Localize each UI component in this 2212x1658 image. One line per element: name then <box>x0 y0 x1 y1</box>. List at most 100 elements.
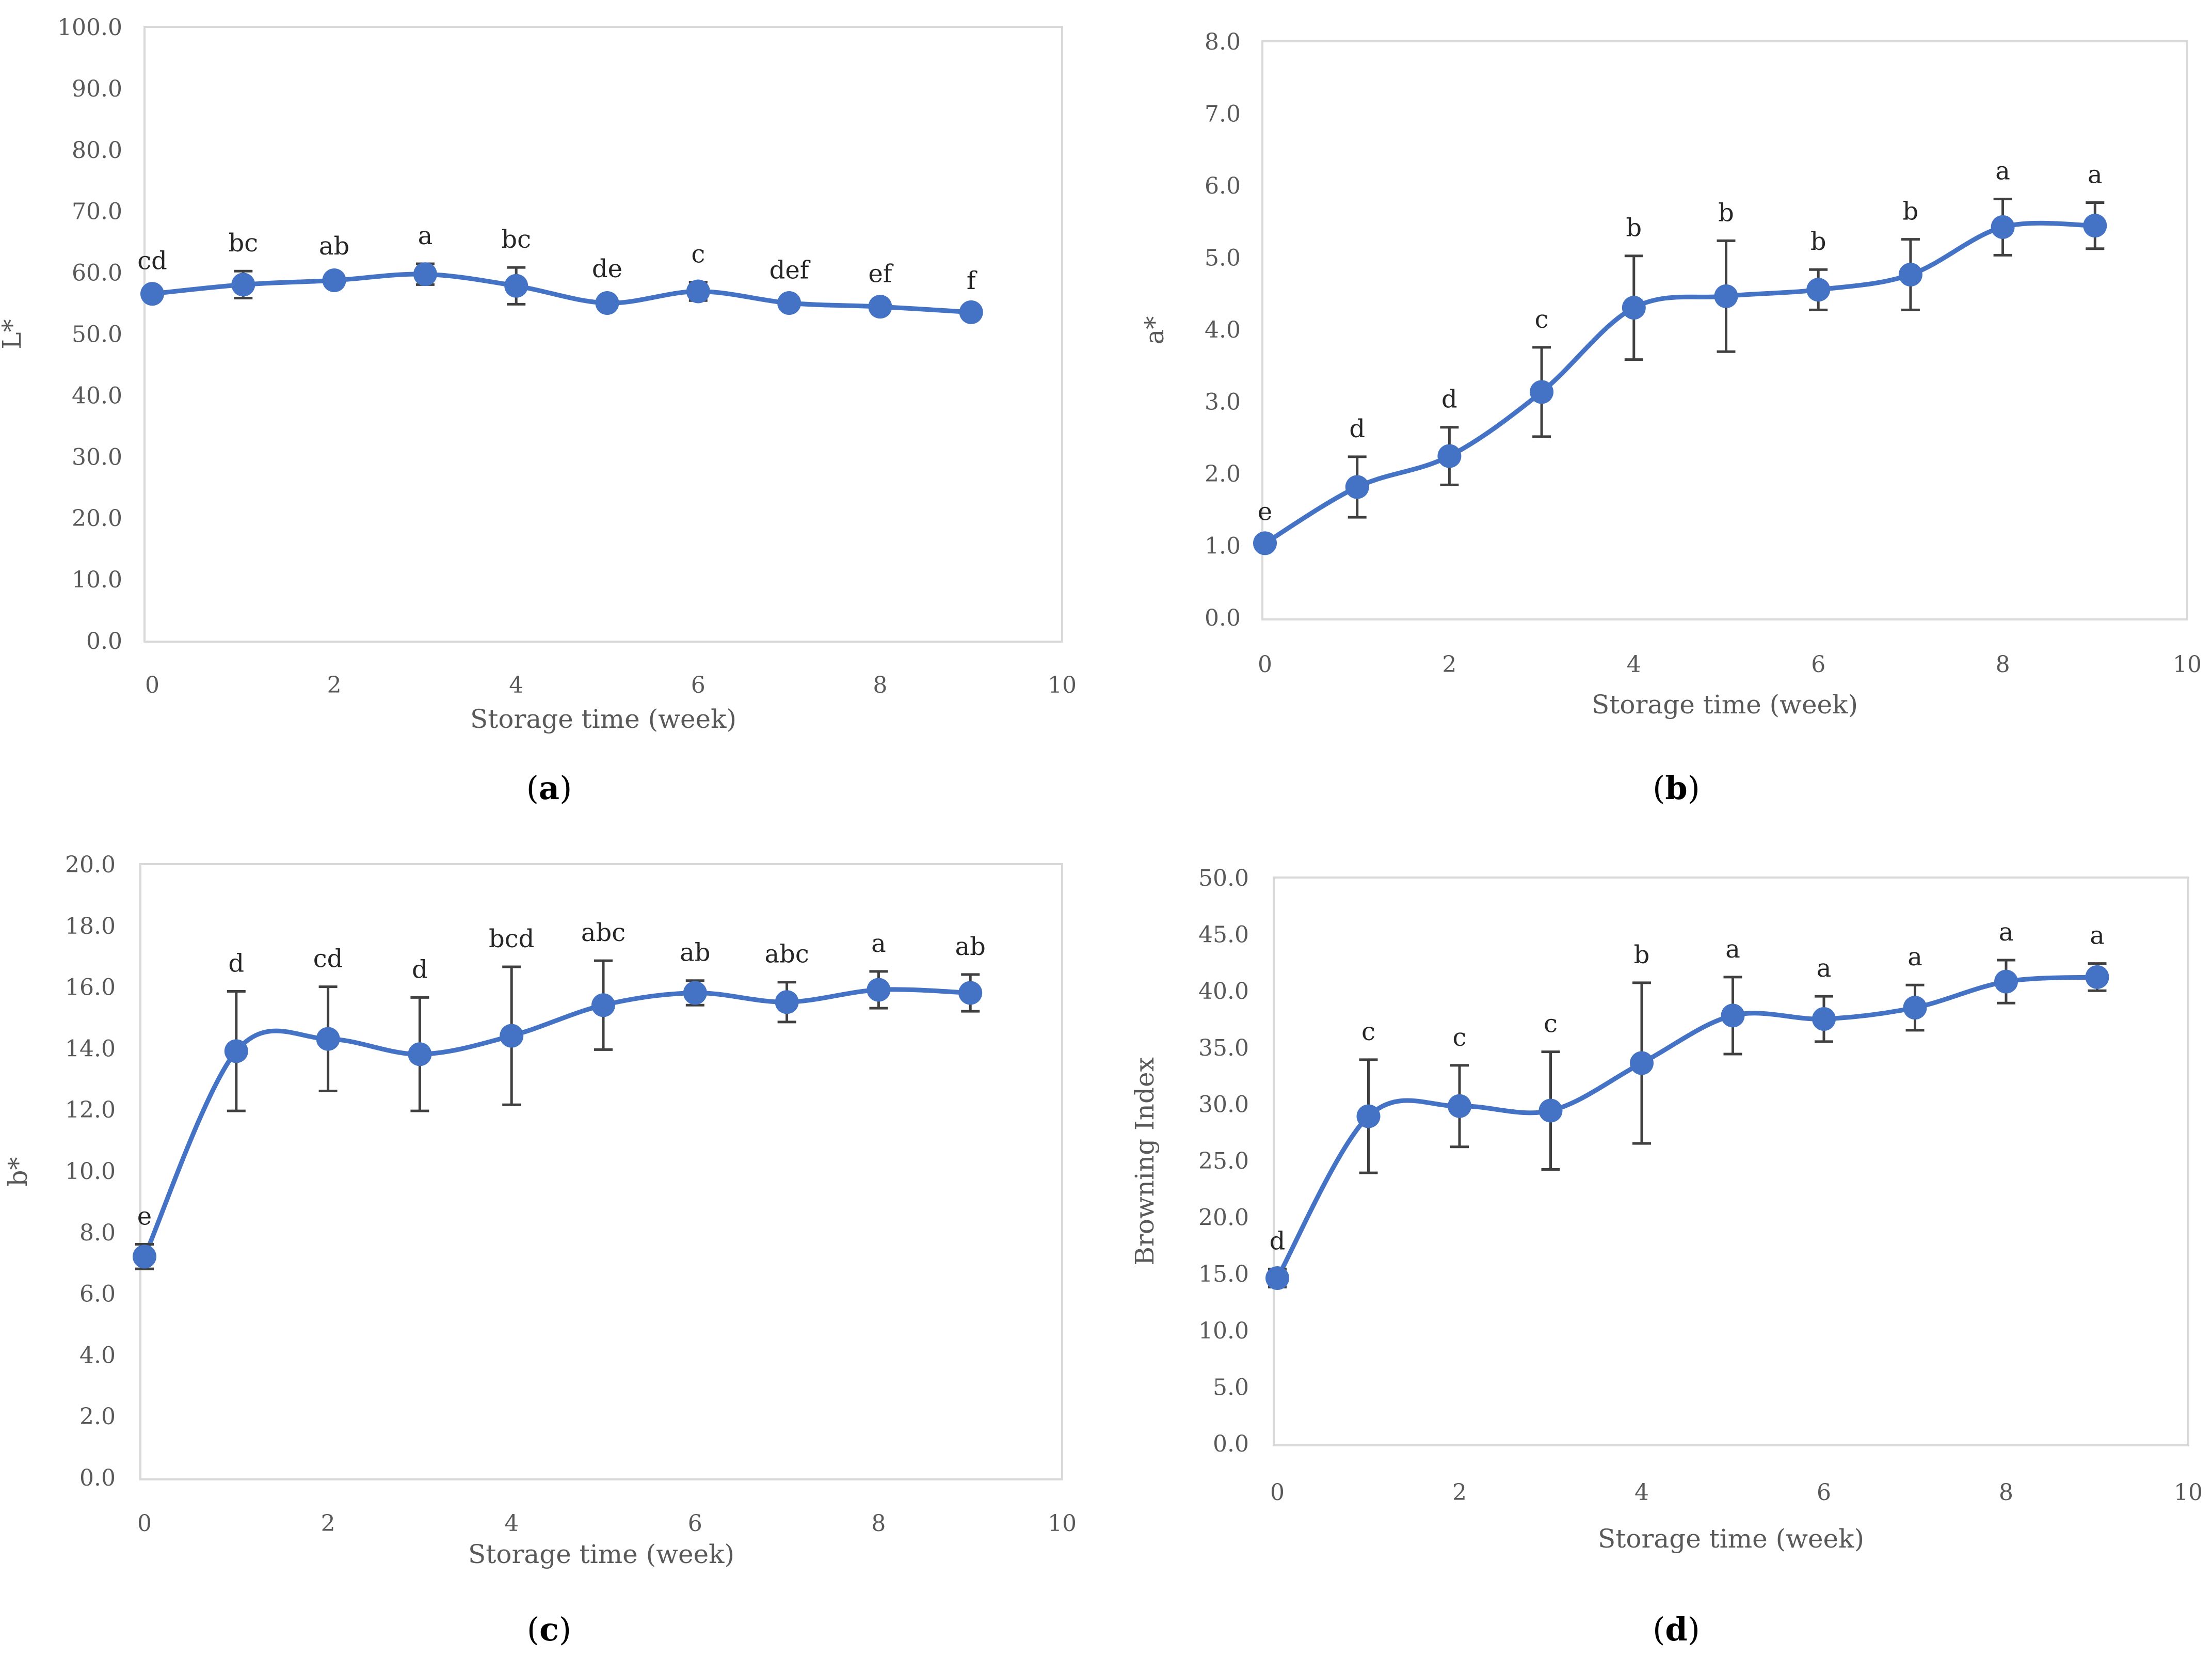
significance-letter: b <box>1718 198 1734 227</box>
y-tick-label: 6.0 <box>1205 173 1241 199</box>
y-tick-label: 45.0 <box>1198 922 1249 948</box>
y-tick-label: 30.0 <box>1198 1091 1249 1118</box>
x-axis-title: Storage time (week) <box>1598 1524 1864 1554</box>
significance-letter: a <box>1725 935 1740 964</box>
y-tick-label: 90.0 <box>72 76 122 102</box>
significance-letter: abc <box>764 940 809 969</box>
data-point <box>1630 1051 1654 1075</box>
x-tick-label: 10 <box>1048 672 1077 698</box>
y-tick-label: 8.0 <box>1205 29 1241 55</box>
data-point <box>867 978 891 1002</box>
y-tick-label: 70.0 <box>72 199 122 225</box>
x-tick-label: 10 <box>2174 1479 2203 1506</box>
y-tick-label: 50.0 <box>72 322 122 348</box>
x-tick-label: 8 <box>873 672 887 698</box>
plot-area <box>1273 876 2189 1446</box>
data-point <box>591 993 615 1017</box>
panel-label: (c) <box>527 1611 571 1648</box>
significance-letter: a <box>871 929 886 958</box>
data-point <box>1356 1104 1381 1128</box>
significance-letter: ab <box>319 232 349 261</box>
significance-letter: a <box>2088 160 2103 189</box>
x-tick-label: 8 <box>1996 651 2010 678</box>
significance-letter: f <box>967 266 977 295</box>
data-point <box>1622 296 1646 320</box>
data-point <box>1265 1266 1289 1290</box>
significance-letter: bcd <box>489 924 534 953</box>
y-tick-label: 16.0 <box>65 975 116 1001</box>
x-tick-label: 10 <box>2173 651 2202 678</box>
y-tick-label: 0.0 <box>1213 1431 1249 1457</box>
significance-letter: c <box>1544 1010 1558 1039</box>
data-point <box>500 1024 524 1048</box>
y-tick-label: 6.0 <box>79 1281 116 1308</box>
data-point <box>1812 1007 1836 1031</box>
series-line <box>1275 975 2099 1281</box>
x-tick-label: 6 <box>688 1510 702 1537</box>
y-tick-label: 15.0 <box>1198 1261 1249 1287</box>
data-point <box>1437 444 1462 468</box>
data-point <box>2083 214 2107 238</box>
data-point <box>595 291 619 315</box>
data-point <box>140 282 164 306</box>
y-tick-label: 2.0 <box>79 1404 116 1430</box>
significance-letter: e <box>137 1202 152 1231</box>
y-tick-label: 35.0 <box>1198 1035 1249 1061</box>
data-point <box>231 273 255 297</box>
y-tick-label: 0.0 <box>1205 605 1241 631</box>
significance-letter: abc <box>581 918 626 947</box>
y-tick-label: 5.0 <box>1213 1374 1249 1400</box>
data-point <box>683 981 707 1005</box>
x-tick-label: 10 <box>1048 1510 1077 1537</box>
significance-letter: ab <box>680 938 710 967</box>
data-point <box>1253 531 1277 555</box>
data-point <box>413 262 437 286</box>
y-tick-label: 20.0 <box>1198 1205 1249 1231</box>
x-tick-label: 2 <box>1452 1479 1467 1506</box>
significance-letter: a <box>418 221 433 250</box>
x-tick-label: 2 <box>321 1510 335 1537</box>
data-point <box>959 300 983 324</box>
significance-letter: a <box>1908 943 1922 971</box>
y-axis-title: Browning Index <box>1130 1057 1160 1266</box>
x-tick-label: 6 <box>1817 1479 1831 1506</box>
y-tick-label: 5.0 <box>1205 245 1241 272</box>
x-tick-label: 6 <box>691 672 706 698</box>
significance-letter: cd <box>137 247 167 276</box>
data-point <box>775 990 799 1014</box>
plot-area <box>143 26 1063 643</box>
significance-letter: b <box>1903 197 1919 226</box>
data-point <box>408 1042 432 1066</box>
significance-letter: d <box>1441 385 1457 414</box>
significance-letter: d <box>228 949 244 978</box>
data-point <box>777 291 802 315</box>
y-tick-label: 14.0 <box>65 1035 116 1062</box>
significance-letter: a <box>2090 921 2105 950</box>
significance-letter: b <box>1634 940 1650 969</box>
significance-letter: bc <box>501 225 531 254</box>
data-point <box>224 1039 248 1063</box>
x-tick-label: 4 <box>509 672 523 698</box>
data-point <box>868 295 892 319</box>
x-tick-label: 8 <box>871 1510 886 1537</box>
x-tick-label: 0 <box>137 1510 152 1537</box>
significance-letter: cd <box>313 945 343 974</box>
panel-label: (a) <box>526 769 572 807</box>
panel-label: (b) <box>1653 769 1700 807</box>
x-tick-label: 0 <box>1270 1479 1285 1506</box>
significance-letter: ab <box>955 932 986 961</box>
data-point <box>316 1027 340 1051</box>
data-point <box>1538 1098 1563 1123</box>
significance-letter: def <box>770 256 811 285</box>
x-tick-label: 0 <box>145 672 159 698</box>
significance-letter: a <box>1999 918 2014 947</box>
y-tick-label: 100.0 <box>57 14 122 41</box>
x-tick-label: 0 <box>1258 651 1272 678</box>
y-tick-label: 7.0 <box>1205 101 1241 127</box>
panel-label: (d) <box>1653 1611 1700 1648</box>
y-tick-label: 80.0 <box>72 137 122 164</box>
data-point <box>686 279 710 304</box>
data-point <box>504 274 528 298</box>
data-point <box>1994 969 2018 994</box>
